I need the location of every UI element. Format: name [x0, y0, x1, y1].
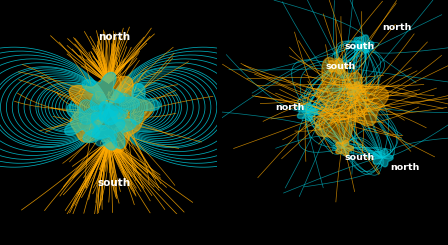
Text: south: south: [325, 62, 356, 71]
Polygon shape: [105, 105, 125, 125]
Text: north: north: [383, 23, 412, 32]
Polygon shape: [347, 82, 365, 98]
Polygon shape: [83, 112, 125, 150]
Text: south: south: [98, 178, 131, 188]
Polygon shape: [315, 58, 388, 144]
Text: south: south: [345, 153, 375, 162]
Polygon shape: [297, 103, 317, 121]
Polygon shape: [336, 140, 353, 156]
Polygon shape: [69, 76, 154, 152]
Polygon shape: [95, 125, 117, 146]
Text: north: north: [390, 163, 420, 172]
Text: during a reversal: during a reversal: [282, 225, 377, 235]
Polygon shape: [82, 72, 124, 110]
Polygon shape: [105, 103, 127, 124]
Polygon shape: [373, 149, 393, 167]
Polygon shape: [115, 84, 160, 124]
Polygon shape: [99, 103, 117, 121]
Polygon shape: [79, 100, 105, 124]
Polygon shape: [354, 35, 374, 53]
Polygon shape: [100, 102, 118, 120]
Polygon shape: [92, 109, 136, 148]
Text: between reversals: between reversals: [56, 225, 159, 235]
Text: north: north: [275, 103, 304, 112]
Polygon shape: [65, 104, 102, 137]
Polygon shape: [119, 93, 139, 113]
Polygon shape: [99, 101, 122, 123]
Text: north: north: [98, 32, 130, 42]
Text: south: south: [345, 42, 375, 51]
Polygon shape: [329, 58, 347, 74]
